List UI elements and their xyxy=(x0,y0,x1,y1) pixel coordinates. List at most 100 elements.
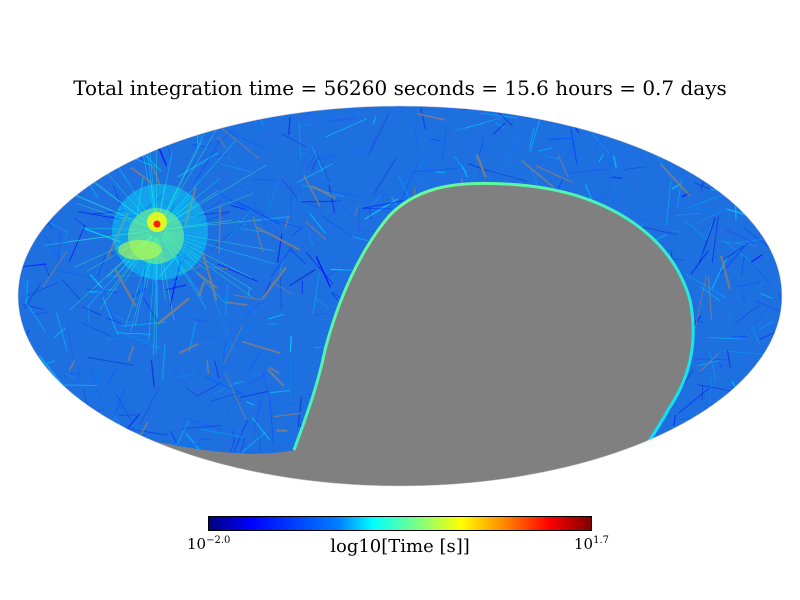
gap-streak xyxy=(699,352,720,372)
scan-streak xyxy=(48,268,94,279)
scan-streak xyxy=(115,388,125,414)
scan-streak xyxy=(214,361,220,379)
scan-streak xyxy=(778,292,782,324)
scan-streak xyxy=(492,122,506,135)
scan-streak xyxy=(198,382,222,396)
scan-streak xyxy=(66,115,108,127)
scan-streak xyxy=(288,116,291,136)
scan-streak xyxy=(592,195,629,200)
scan-streak xyxy=(673,440,684,471)
scan-streak xyxy=(750,384,774,413)
scan-streak xyxy=(230,405,238,416)
gap-streak xyxy=(310,184,337,200)
scan-streak xyxy=(638,225,678,236)
gap-streak xyxy=(284,215,290,229)
scan-streak xyxy=(678,387,710,414)
scan-streak xyxy=(102,332,115,348)
chart-title: Total integration time = 56260 seconds =… xyxy=(73,76,727,100)
scan-streak xyxy=(441,126,447,162)
scan-streak xyxy=(39,227,64,263)
scan-streak xyxy=(122,124,143,162)
scan-streak xyxy=(294,353,300,382)
scan-streak xyxy=(724,228,756,244)
gap-streak xyxy=(520,159,555,188)
scan-streak xyxy=(233,380,244,385)
scan-streak xyxy=(608,122,614,137)
scan-streak xyxy=(614,184,619,207)
scan-streak xyxy=(666,123,695,136)
scan-streak xyxy=(263,236,273,258)
scan-streak xyxy=(217,263,259,282)
scan-streak xyxy=(623,166,647,170)
scan-streak xyxy=(716,122,737,129)
scan-streak xyxy=(125,428,168,436)
scan-streak xyxy=(711,256,728,289)
scan-streak xyxy=(729,309,733,322)
scan-streak xyxy=(698,217,716,263)
scan-streak xyxy=(305,202,321,209)
scan-streak xyxy=(60,413,73,418)
scan-streak xyxy=(196,139,221,180)
scan-streak xyxy=(300,157,308,170)
scan-streak xyxy=(299,151,315,161)
scan-streak xyxy=(668,145,692,157)
scan-streak xyxy=(57,400,67,446)
scan-streak xyxy=(246,400,255,406)
scan-streak xyxy=(240,389,267,410)
scan-streak xyxy=(755,300,782,318)
scan-streak xyxy=(249,305,257,316)
scan-streak xyxy=(110,312,134,326)
scan-streak xyxy=(310,156,319,171)
scan-streak xyxy=(29,157,60,180)
scan-streak xyxy=(277,233,283,263)
gap-streak xyxy=(216,123,260,159)
scan-streak xyxy=(544,155,560,160)
scan-streak xyxy=(548,137,572,141)
scan-streak xyxy=(626,462,639,478)
scan-streak xyxy=(714,135,725,179)
scan-streak xyxy=(211,293,222,316)
colorbar xyxy=(208,516,592,531)
scan-streak xyxy=(763,391,782,398)
scan-streak xyxy=(760,293,773,299)
gap-streak xyxy=(151,166,161,186)
scan-streak xyxy=(18,458,22,486)
gap-streak xyxy=(647,466,660,486)
scan-streak xyxy=(116,479,119,486)
scan-streak xyxy=(279,276,282,310)
scan-streak xyxy=(613,188,641,193)
scan-streak xyxy=(420,156,429,169)
scan-streak xyxy=(494,121,505,129)
scan-streak xyxy=(565,136,577,160)
scan-streak xyxy=(182,425,222,429)
scan-streak xyxy=(50,177,62,199)
scan-streak xyxy=(161,344,166,380)
gap-streak xyxy=(766,473,773,486)
scan-streak xyxy=(368,113,390,156)
scan-streak xyxy=(30,216,36,225)
scan-streak xyxy=(722,350,764,355)
scan-streak xyxy=(747,428,773,452)
scan-streak xyxy=(204,376,244,395)
scan-streak xyxy=(686,194,722,209)
scan-streak xyxy=(111,151,126,156)
scan-streak xyxy=(711,215,719,263)
scan-streak xyxy=(32,311,49,316)
scan-streak xyxy=(402,176,433,184)
scan-streak xyxy=(315,297,331,310)
scan-streak xyxy=(657,470,668,476)
gap-streak xyxy=(276,429,288,433)
scan-streak xyxy=(330,292,339,301)
scan-streak xyxy=(201,428,244,438)
scan-streak xyxy=(394,484,422,486)
scan-streak xyxy=(25,280,29,306)
scan-streak xyxy=(104,367,118,387)
gap-streak xyxy=(650,113,674,123)
gap-streak xyxy=(178,342,199,355)
scan-streak xyxy=(720,452,735,463)
gap-streak xyxy=(261,266,287,300)
scan-streak xyxy=(569,121,578,165)
scan-streak xyxy=(296,163,333,184)
scan-streak xyxy=(459,134,499,156)
scan-streak xyxy=(189,443,202,445)
